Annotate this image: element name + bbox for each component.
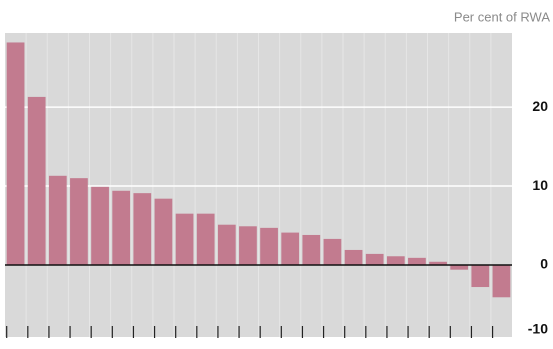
bar (281, 232, 300, 265)
bar (217, 224, 236, 265)
bar (91, 186, 109, 265)
bar (386, 256, 405, 265)
bar (154, 198, 173, 265)
y-tick-label: 20 (532, 98, 548, 114)
bar (408, 257, 426, 265)
bar (492, 264, 511, 298)
bar (48, 175, 67, 265)
y-tick-label: 10 (532, 177, 548, 193)
bar (429, 261, 447, 265)
bar (344, 249, 363, 265)
y-tick-label: 0 (540, 256, 548, 272)
bar (450, 264, 469, 270)
bar (27, 96, 46, 265)
axis-label: Per cent of RWA (454, 9, 550, 24)
bar (6, 42, 25, 265)
bar (133, 193, 152, 265)
bar (260, 227, 278, 265)
bar (70, 178, 88, 265)
bar (365, 253, 384, 265)
bar (302, 234, 321, 265)
bar (196, 213, 215, 265)
bar (323, 238, 342, 265)
bar (471, 264, 490, 288)
y-tick-label: -10 (528, 321, 548, 337)
bar (112, 190, 131, 265)
bar (175, 213, 194, 265)
bar (239, 226, 257, 265)
